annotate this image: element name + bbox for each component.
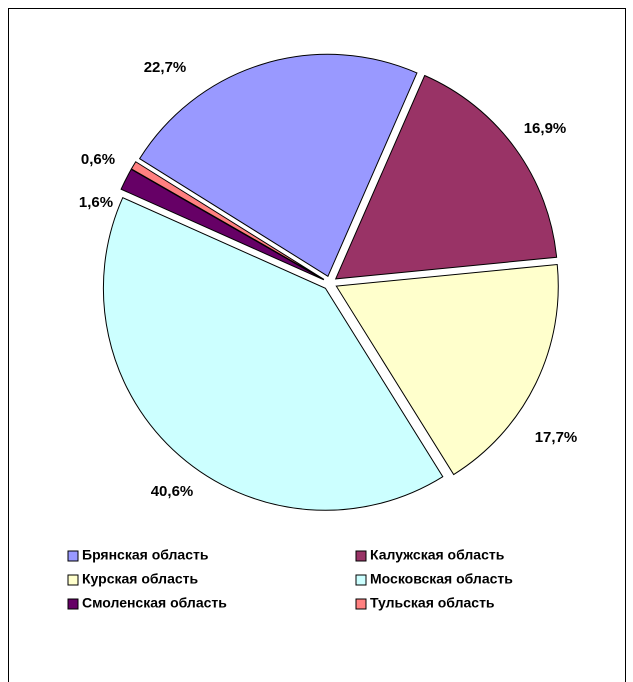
legend-label: Смоленская область (82, 595, 227, 611)
data-label: 1,6% (79, 194, 113, 211)
pie-slice (102, 197, 444, 511)
legend-swatch (355, 574, 367, 586)
legend-label: Курская область (82, 571, 199, 587)
legend-label: Брянская область (82, 547, 209, 563)
data-label: 40,6% (151, 483, 194, 500)
pie-slice (130, 161, 325, 280)
legend-swatch (355, 550, 367, 562)
data-label: 17,7% (535, 429, 578, 446)
pie-slice (335, 263, 559, 476)
data-label: 16,9% (524, 120, 567, 137)
pie-slice (334, 74, 558, 280)
legend-swatch (67, 574, 79, 586)
legend-swatch (355, 598, 367, 610)
legend-swatch (67, 550, 79, 562)
legend-label: Тульская область (370, 595, 495, 611)
data-label: 22,7% (144, 59, 187, 76)
legend-swatch (67, 598, 79, 610)
legend-label: Калужская область (370, 547, 505, 563)
data-label: 0,6% (81, 151, 115, 168)
legend-label: Московская область (370, 571, 513, 587)
pie-slice (138, 53, 418, 278)
